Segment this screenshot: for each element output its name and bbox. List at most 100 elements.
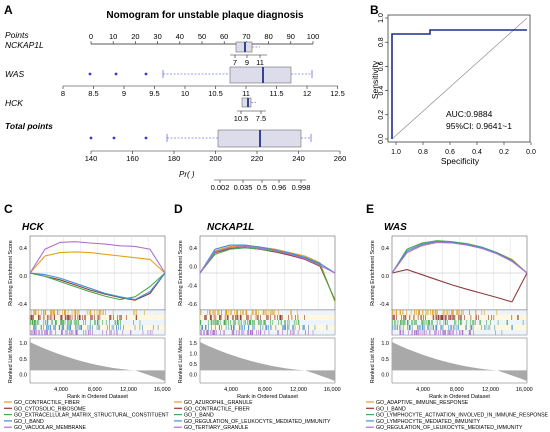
gsea-res-tick-label: 0.0 (19, 274, 27, 280)
gsea-legend-label: GO_EXTRACELLULAR_MATRIX_STRUCTURAL_CONST… (14, 413, 170, 419)
axis-tick-label: 9 (122, 89, 126, 98)
gsea-legend-label: GO_VACUOLAR_MEMBRANE (14, 425, 87, 431)
gsea-running-score-curve (391, 240, 528, 274)
axis-tick-label: 0.035 (234, 183, 253, 192)
gsea-x-tick-label: 8,000 (258, 387, 272, 393)
gsea-res-tick-label: 0.4 (189, 246, 197, 252)
gsea-hit-band (392, 315, 527, 320)
gsea-x-tick-label: 4,000 (416, 387, 430, 393)
axis-tick-label: 80 (264, 32, 272, 41)
roc-y-tick-label: 0.4 (378, 86, 385, 96)
axis-tick-label: 10 (181, 89, 189, 98)
gsea-rlm-tick-label: 1.0 (19, 341, 27, 347)
gsea-x-tick-label: 16,000 (154, 387, 171, 393)
panel-letter-a: A (4, 3, 13, 17)
axis-tick-label: 0.002 (211, 183, 230, 192)
was-outlier-point (144, 72, 148, 76)
points-axis-ticks: 0 10 20 30 40 50 60 70 80 90 100 (89, 32, 319, 44)
gsea-running-score-curve (199, 244, 336, 274)
axis-tick-label: 11 (242, 89, 250, 98)
gsea-hit-band (200, 330, 335, 335)
roc-y-tick-label: 0.0 (378, 134, 385, 144)
roc-xlabel: Specificity (441, 156, 480, 166)
gsea-xlabel: Rank in Ordered Dataset (67, 394, 128, 400)
axis-tick-label: 140 (85, 154, 98, 163)
axis-tick-label: 0.5 (257, 183, 267, 192)
gsea-legend-label: GO_CONTRACTILE_FIBER (184, 406, 250, 412)
was-axis-ticks: 8 8.5 9 9.5 10 10.5 11 11.5 12 12.5 (61, 86, 345, 98)
gsea-legend-label: GO_CYTOSOLIC_RIBOSOME (14, 406, 86, 412)
gsea-res-tick-label: 0.0 (189, 265, 197, 271)
roc-y-tick-label: 0.6 (378, 61, 385, 71)
gsea-running-score-curve (29, 251, 166, 274)
nckap1l-axis-ticks: 7 9 11 (233, 55, 264, 67)
axis-tick-label: 220 (251, 154, 264, 163)
gsea-xlabel: Rank in Ordered Dataset (237, 394, 298, 400)
roc-x-tick-label: 0.8 (418, 149, 428, 156)
gsea-legend-label: GO_ADAPTIVE_IMMUNE_RESPONSE (376, 400, 469, 406)
gsea-running-score-curve (29, 272, 166, 301)
axis-tick-label: 160 (126, 154, 139, 163)
gsea-legend-label: GO_AZUROPHIL_GRANULE (184, 400, 253, 406)
panel-letter-b: B (370, 3, 379, 17)
gsea-hit-frame (199, 309, 336, 336)
axis-tick-label: 40 (176, 32, 184, 41)
roc-x-tick-label: 0.4 (472, 149, 482, 156)
total-outliers (89, 136, 148, 140)
gsea-x-tick-label: 12,000 (290, 387, 307, 393)
gsea-hit-band (200, 325, 335, 330)
axis-tick-label: 20 (131, 32, 139, 41)
gsea-res-tick-label: -0.4 (18, 302, 27, 308)
axis-tick-label: 11 (256, 58, 264, 67)
gsea-rlm-tick-label: 0.0 (19, 373, 27, 379)
gsea-rlm-tick-label: 0.0 (381, 373, 389, 379)
axis-tick-label: 200 (209, 154, 222, 163)
gsea-x-tick-label: 8,000 (450, 387, 464, 393)
gsea-rlm-ylabel: Ranked List Metric (370, 337, 376, 383)
was-outlier-point (114, 72, 118, 76)
axis-tick-label: 8.5 (88, 89, 98, 98)
roc-y-tick-label: 0.8 (378, 37, 385, 47)
gsea-res-tick-label: 0.4 (19, 246, 27, 252)
gsea-legend-label: GO_CONTRACTILE_FIBER (14, 400, 80, 406)
gsea-x-tick-label: 16,000 (516, 387, 533, 393)
gsea-x-tick-label: 4,000 (54, 387, 68, 393)
gsea-legend-label: GO_LYMPHOCYTE_MEDIATED_IMMUNITY (376, 419, 481, 425)
gsea-legend-label: GO_I_BAND (376, 406, 406, 412)
gsea-legend-label: GO_REGULATION_OF_LEUKOCYTE_MEDIATED_IMMU… (376, 425, 523, 431)
gsea-res-ylabel: Running Enrichment Score (370, 240, 376, 306)
was-outlier-point (88, 72, 92, 76)
roc-ylabel: Sensitivity (370, 60, 380, 99)
gsea-gene-title: HCK (22, 222, 44, 233)
gsea-legend-label: GO_TERTIARY_GRANULE (184, 425, 249, 431)
axis-tick-label: 7 (233, 58, 237, 67)
gsea-rlm-tick-label: 1.0 (381, 341, 389, 347)
was-outliers (88, 72, 148, 76)
pr-label: Pr( ) (179, 170, 195, 179)
gsea-legend-label: GO_REGULATION_OF_LEUKOCYTE_MEDIATED_IMMU… (184, 419, 331, 425)
gsea-rlm-tick-label: 0.5 (381, 357, 389, 363)
gsea-res-tick-label: 0.4 (381, 246, 389, 252)
total-outlier-point (112, 136, 116, 140)
gsea-rlm-ylabel: Ranked List Metric (8, 337, 14, 383)
roc-ci-text: 95%CI: 0.9641~1 (446, 121, 512, 131)
roc-x-tick-label: 0.2 (499, 149, 509, 156)
gsea-hit-band (392, 320, 527, 325)
gsea-res-ylabel: Running Enrichment Score (8, 240, 14, 306)
gsea-rlm-ylabel: Ranked List Metric (178, 337, 184, 383)
roc-y-tick-label: 1.0 (378, 13, 385, 23)
roc-diagonal (391, 17, 528, 140)
gsea-running-score-curve (199, 247, 336, 302)
axis-tick-label: 9 (245, 58, 249, 67)
gsea-x-tick-label: 8,000 (88, 387, 102, 393)
axis-tick-label: 10.5 (234, 114, 249, 123)
gsea-hit-band (30, 325, 165, 330)
total-axis-ticks: 140 160 180 200 220 240 260 (85, 151, 346, 163)
roc-y-tick-label: 0.2 (378, 110, 385, 120)
gsea-x-tick-label: 12,000 (120, 387, 137, 393)
gsea-hit-band (30, 330, 165, 335)
gsea-hit-band (30, 310, 165, 315)
roc-x-tick-label: 1.0 (391, 149, 401, 156)
nckap1l-box (235, 41, 253, 53)
